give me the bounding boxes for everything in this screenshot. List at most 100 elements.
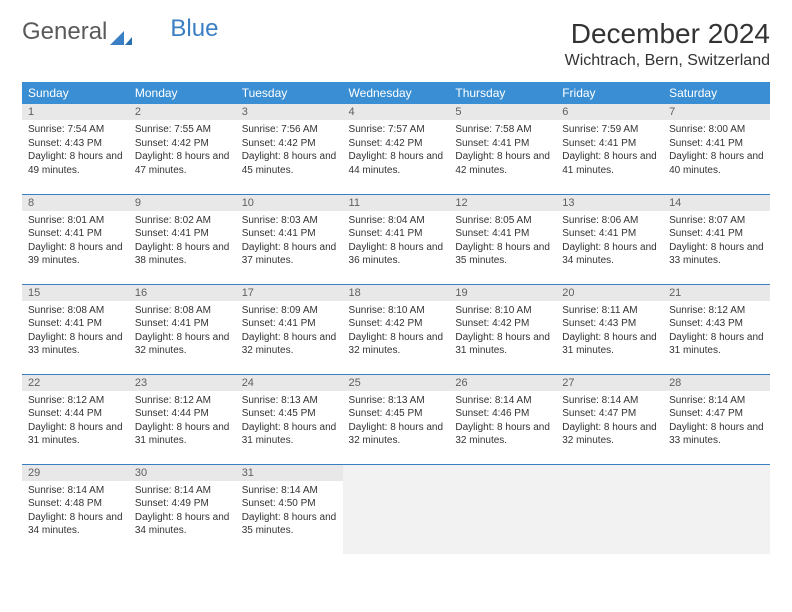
calendar-cell: 2Sunrise: 7:55 AMSunset: 4:42 PMDaylight… (129, 104, 236, 194)
day-number: 10 (236, 195, 343, 211)
calendar-cell: 27Sunrise: 8:14 AMSunset: 4:47 PMDayligh… (556, 374, 663, 464)
weekday-header: Saturday (663, 82, 770, 104)
day-details: Sunrise: 7:58 AMSunset: 4:41 PMDaylight:… (449, 120, 556, 183)
calendar-cell: 19Sunrise: 8:10 AMSunset: 4:42 PMDayligh… (449, 284, 556, 374)
calendar-row: 15Sunrise: 8:08 AMSunset: 4:41 PMDayligh… (22, 284, 770, 374)
day-number: 26 (449, 375, 556, 391)
day-number: 30 (129, 465, 236, 481)
calendar-cell: . (343, 464, 450, 554)
day-details: Sunrise: 8:05 AMSunset: 4:41 PMDaylight:… (449, 211, 556, 274)
calendar-cell: 28Sunrise: 8:14 AMSunset: 4:47 PMDayligh… (663, 374, 770, 464)
day-number: 29 (22, 465, 129, 481)
day-details: Sunrise: 8:12 AMSunset: 4:43 PMDaylight:… (663, 301, 770, 364)
day-details: Sunrise: 8:03 AMSunset: 4:41 PMDaylight:… (236, 211, 343, 274)
day-number: 22 (22, 375, 129, 391)
header: General Blue December 2024 Wichtrach, Be… (22, 18, 770, 70)
day-number: 19 (449, 285, 556, 301)
day-details: Sunrise: 7:54 AMSunset: 4:43 PMDaylight:… (22, 120, 129, 183)
calendar-row: 29Sunrise: 8:14 AMSunset: 4:48 PMDayligh… (22, 464, 770, 554)
calendar-row: 1Sunrise: 7:54 AMSunset: 4:43 PMDaylight… (22, 104, 770, 194)
calendar-cell: 11Sunrise: 8:04 AMSunset: 4:41 PMDayligh… (343, 194, 450, 284)
calendar-cell: 21Sunrise: 8:12 AMSunset: 4:43 PMDayligh… (663, 284, 770, 374)
calendar-cell: 13Sunrise: 8:06 AMSunset: 4:41 PMDayligh… (556, 194, 663, 284)
day-number: 31 (236, 465, 343, 481)
calendar-cell: 29Sunrise: 8:14 AMSunset: 4:48 PMDayligh… (22, 464, 129, 554)
day-number: 17 (236, 285, 343, 301)
day-number: 1 (22, 104, 129, 120)
calendar-cell: . (663, 464, 770, 554)
calendar-cell: 31Sunrise: 8:14 AMSunset: 4:50 PMDayligh… (236, 464, 343, 554)
day-number: 11 (343, 195, 450, 211)
day-details: Sunrise: 8:12 AMSunset: 4:44 PMDaylight:… (129, 391, 236, 454)
day-number: 23 (129, 375, 236, 391)
day-details: Sunrise: 8:08 AMSunset: 4:41 PMDaylight:… (22, 301, 129, 364)
title-block: December 2024 Wichtrach, Bern, Switzerla… (565, 18, 770, 70)
calendar-cell: 9Sunrise: 8:02 AMSunset: 4:41 PMDaylight… (129, 194, 236, 284)
day-details: Sunrise: 8:07 AMSunset: 4:41 PMDaylight:… (663, 211, 770, 274)
day-number: 8 (22, 195, 129, 211)
day-number: 4 (343, 104, 450, 120)
calendar-cell: 12Sunrise: 8:05 AMSunset: 4:41 PMDayligh… (449, 194, 556, 284)
calendar-cell: 14Sunrise: 8:07 AMSunset: 4:41 PMDayligh… (663, 194, 770, 284)
calendar-cell: 8Sunrise: 8:01 AMSunset: 4:41 PMDaylight… (22, 194, 129, 284)
day-number: 27 (556, 375, 663, 391)
day-details: Sunrise: 7:56 AMSunset: 4:42 PMDaylight:… (236, 120, 343, 183)
day-number: 21 (663, 285, 770, 301)
calendar-cell: 18Sunrise: 8:10 AMSunset: 4:42 PMDayligh… (343, 284, 450, 374)
weekday-header: Sunday (22, 82, 129, 104)
calendar-cell: 1Sunrise: 7:54 AMSunset: 4:43 PMDaylight… (22, 104, 129, 194)
day-details: Sunrise: 8:14 AMSunset: 4:50 PMDaylight:… (236, 481, 343, 544)
day-number: 14 (663, 195, 770, 211)
day-number: 13 (556, 195, 663, 211)
logo-text-general: General (22, 18, 107, 46)
day-details: Sunrise: 7:57 AMSunset: 4:42 PMDaylight:… (343, 120, 450, 183)
day-details: Sunrise: 8:14 AMSunset: 4:48 PMDaylight:… (22, 481, 129, 544)
day-details: Sunrise: 8:12 AMSunset: 4:44 PMDaylight:… (22, 391, 129, 454)
calendar-header-row: SundayMondayTuesdayWednesdayThursdayFrid… (22, 82, 770, 104)
day-number: 25 (343, 375, 450, 391)
day-details: Sunrise: 8:10 AMSunset: 4:42 PMDaylight:… (343, 301, 450, 364)
calendar-cell: . (556, 464, 663, 554)
calendar-cell: 30Sunrise: 8:14 AMSunset: 4:49 PMDayligh… (129, 464, 236, 554)
day-details: Sunrise: 8:14 AMSunset: 4:47 PMDaylight:… (556, 391, 663, 454)
calendar-row: 22Sunrise: 8:12 AMSunset: 4:44 PMDayligh… (22, 374, 770, 464)
day-details: Sunrise: 8:02 AMSunset: 4:41 PMDaylight:… (129, 211, 236, 274)
calendar-cell: 16Sunrise: 8:08 AMSunset: 4:41 PMDayligh… (129, 284, 236, 374)
day-number: 5 (449, 104, 556, 120)
weekday-header: Thursday (449, 82, 556, 104)
calendar-table: SundayMondayTuesdayWednesdayThursdayFrid… (22, 82, 770, 554)
month-title: December 2024 (565, 18, 770, 50)
logo-sail-icon (110, 24, 132, 40)
day-details: Sunrise: 8:08 AMSunset: 4:41 PMDaylight:… (129, 301, 236, 364)
day-details: Sunrise: 7:59 AMSunset: 4:41 PMDaylight:… (556, 120, 663, 183)
day-number: 16 (129, 285, 236, 301)
day-number: 12 (449, 195, 556, 211)
calendar-cell: 20Sunrise: 8:11 AMSunset: 4:43 PMDayligh… (556, 284, 663, 374)
calendar-cell: 5Sunrise: 7:58 AMSunset: 4:41 PMDaylight… (449, 104, 556, 194)
calendar-row: 8Sunrise: 8:01 AMSunset: 4:41 PMDaylight… (22, 194, 770, 284)
weekday-header: Friday (556, 82, 663, 104)
day-details: Sunrise: 8:13 AMSunset: 4:45 PMDaylight:… (236, 391, 343, 454)
calendar-cell: 3Sunrise: 7:56 AMSunset: 4:42 PMDaylight… (236, 104, 343, 194)
calendar-cell: 10Sunrise: 8:03 AMSunset: 4:41 PMDayligh… (236, 194, 343, 284)
day-number: 20 (556, 285, 663, 301)
calendar-cell: 17Sunrise: 8:09 AMSunset: 4:41 PMDayligh… (236, 284, 343, 374)
day-details: Sunrise: 8:14 AMSunset: 4:49 PMDaylight:… (129, 481, 236, 544)
calendar-cell: . (449, 464, 556, 554)
day-number: 3 (236, 104, 343, 120)
day-number: 18 (343, 285, 450, 301)
weekday-header: Wednesday (343, 82, 450, 104)
day-details: Sunrise: 8:11 AMSunset: 4:43 PMDaylight:… (556, 301, 663, 364)
calendar-cell: 6Sunrise: 7:59 AMSunset: 4:41 PMDaylight… (556, 104, 663, 194)
day-details: Sunrise: 8:14 AMSunset: 4:47 PMDaylight:… (663, 391, 770, 454)
day-number: 24 (236, 375, 343, 391)
calendar-cell: 26Sunrise: 8:14 AMSunset: 4:46 PMDayligh… (449, 374, 556, 464)
weekday-header: Tuesday (236, 82, 343, 104)
day-details: Sunrise: 8:01 AMSunset: 4:41 PMDaylight:… (22, 211, 129, 274)
weekday-header: Monday (129, 82, 236, 104)
calendar-cell: 25Sunrise: 8:13 AMSunset: 4:45 PMDayligh… (343, 374, 450, 464)
day-number: 7 (663, 104, 770, 120)
day-details: Sunrise: 8:06 AMSunset: 4:41 PMDaylight:… (556, 211, 663, 274)
calendar-cell: 7Sunrise: 8:00 AMSunset: 4:41 PMDaylight… (663, 104, 770, 194)
logo-text-blue: Blue (170, 15, 218, 43)
